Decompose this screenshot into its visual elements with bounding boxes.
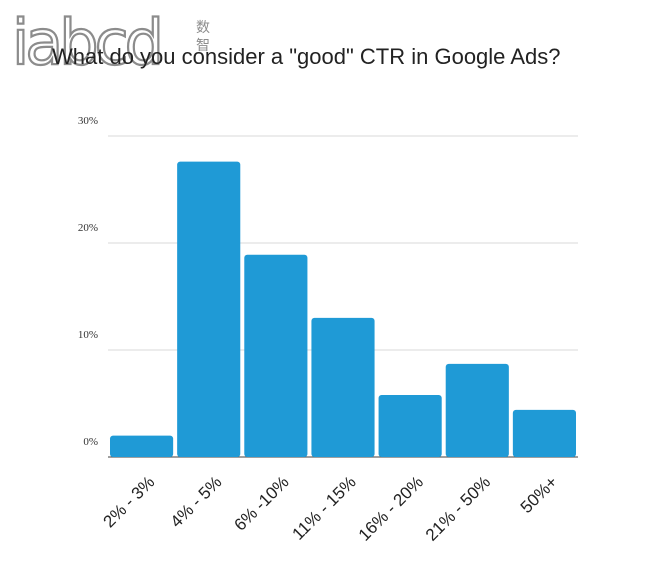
x-tick-label: 50%+ [517, 472, 562, 517]
bar [378, 394, 442, 457]
y-axis-ticks: 0% 10% 20% 30% [78, 115, 98, 448]
x-tick-label: 16% - 20% [355, 472, 427, 544]
y-tick-label: 30% [78, 115, 98, 127]
bar [244, 254, 308, 457]
bars [110, 161, 576, 457]
logo-cn-top: 数 [196, 20, 210, 36]
x-tick-label: 21% - 50% [422, 472, 494, 544]
chart-title: What do you consider a "good" CTR in Goo… [52, 44, 561, 69]
y-tick-label: 0% [83, 436, 98, 448]
x-axis-labels: 2% - 3% 4% - 5% 6% -10%11% - 15%16% - 20%2… [100, 472, 562, 544]
y-tick-label: 10% [78, 329, 98, 341]
bar [512, 409, 576, 457]
bar [110, 435, 174, 457]
bar [311, 317, 375, 457]
bar [445, 363, 509, 457]
y-tick-label: 20% [78, 222, 98, 234]
x-tick-label: 4% - 5% [167, 472, 226, 531]
logo-wordmark: iabcd [12, 8, 160, 72]
x-tick-label: 2% - 3% [100, 472, 159, 531]
brand-logo: iabcd 数 智 [11, 8, 210, 72]
x-tick-label: 11% - 15% [288, 472, 359, 543]
logo-cn-bottom: 智 [196, 38, 210, 54]
x-tick-label: 6% -10% [230, 472, 292, 534]
bar [177, 161, 241, 457]
